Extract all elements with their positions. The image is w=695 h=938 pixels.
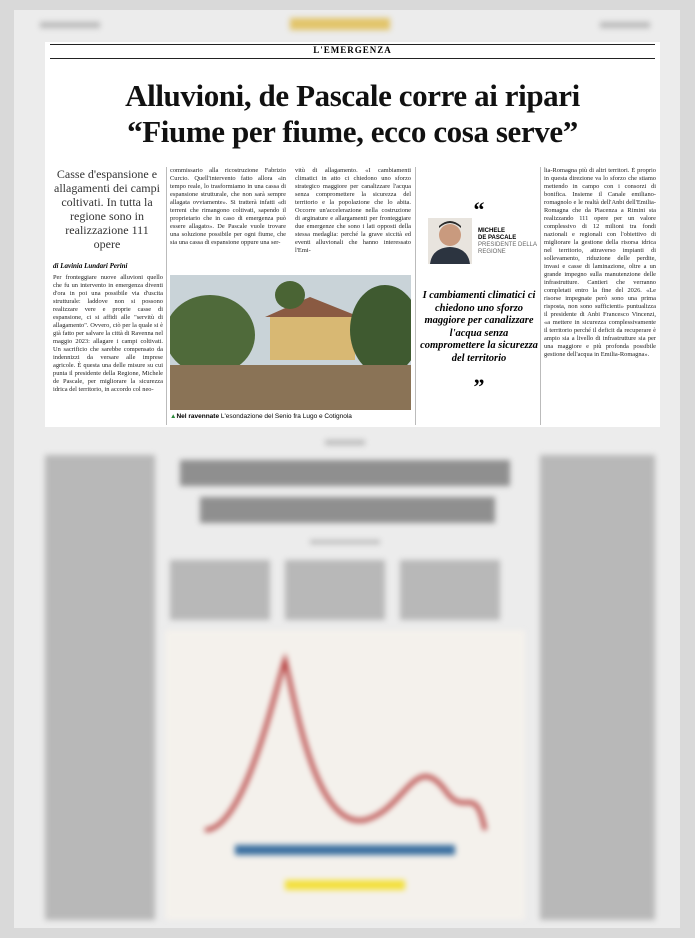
summary: Casse d'espansione e allagamenti dei cam… [54, 167, 160, 251]
body-text: commissario alla ricostruzione Fabrizio … [170, 167, 286, 246]
blur-block [40, 22, 100, 28]
blur-block [310, 540, 380, 544]
photo-caption: ▲Nel ravennate L'esondazione del Senio f… [170, 413, 352, 420]
tree [350, 285, 411, 375]
speaker-role: PRESIDENTE DELLA REGIONE [478, 242, 537, 255]
blur-block [200, 497, 495, 523]
tree [275, 281, 305, 309]
caption-label: Nel ravennate [176, 413, 220, 420]
body-text: vitù di allagamento. «I cambiamenti clim… [295, 167, 411, 254]
speaker: MICHELE DE PASCALE PRESIDENTE DELLA REGI… [478, 228, 538, 256]
house [270, 315, 355, 360]
blur-block [600, 22, 650, 28]
advert-bar [285, 880, 405, 890]
quote-close: ” [473, 374, 485, 399]
blur-block [170, 560, 270, 620]
column-rule [415, 167, 416, 425]
byline: di Lavinia Lundari Perini [53, 262, 128, 270]
column-rule [166, 167, 167, 425]
blur-block [45, 455, 155, 920]
blur-advert [165, 630, 525, 920]
roof [265, 297, 360, 317]
blur-block [180, 460, 510, 486]
advert-line [204, 652, 487, 832]
blur-block [400, 560, 500, 620]
headline: Alluvioni, de Pascale corre ai ripari [125, 78, 580, 113]
column-rule [540, 167, 541, 425]
blur-block [285, 560, 385, 620]
hair [439, 221, 461, 228]
section-label: L'EMERGENZA [313, 45, 392, 55]
article: L'EMERGENZA Alluvioni, de Pascale corre … [45, 42, 660, 427]
portrait [428, 218, 472, 264]
quote-text: I cambiamenti climatici ci chiedono uno … [420, 290, 538, 364]
headline: “Fiume per fiume, ecco cosa serve” [127, 114, 578, 149]
tree [170, 295, 255, 375]
advert-bar [235, 845, 455, 855]
advert-drawing [204, 652, 487, 890]
rule [50, 44, 655, 45]
photo [170, 275, 411, 410]
blur-block [290, 18, 390, 30]
rule [50, 58, 655, 59]
jacket [430, 247, 470, 264]
flood-water [170, 365, 411, 410]
blur-block [540, 455, 655, 920]
quote-open: “ [473, 197, 485, 222]
body-text: Per fronteggiare nuove alluvioni quello … [53, 274, 163, 393]
speaker-surname: DE PASCALE [478, 235, 517, 241]
blur-block [325, 440, 365, 445]
face [439, 224, 461, 246]
speaker-first-name: MICHELE [478, 228, 505, 234]
body-text: lia-Romagna più di altri territori. È pr… [544, 167, 656, 358]
caption-text: L'esondazione del Senio fra Lugo e Cotig… [220, 413, 352, 420]
